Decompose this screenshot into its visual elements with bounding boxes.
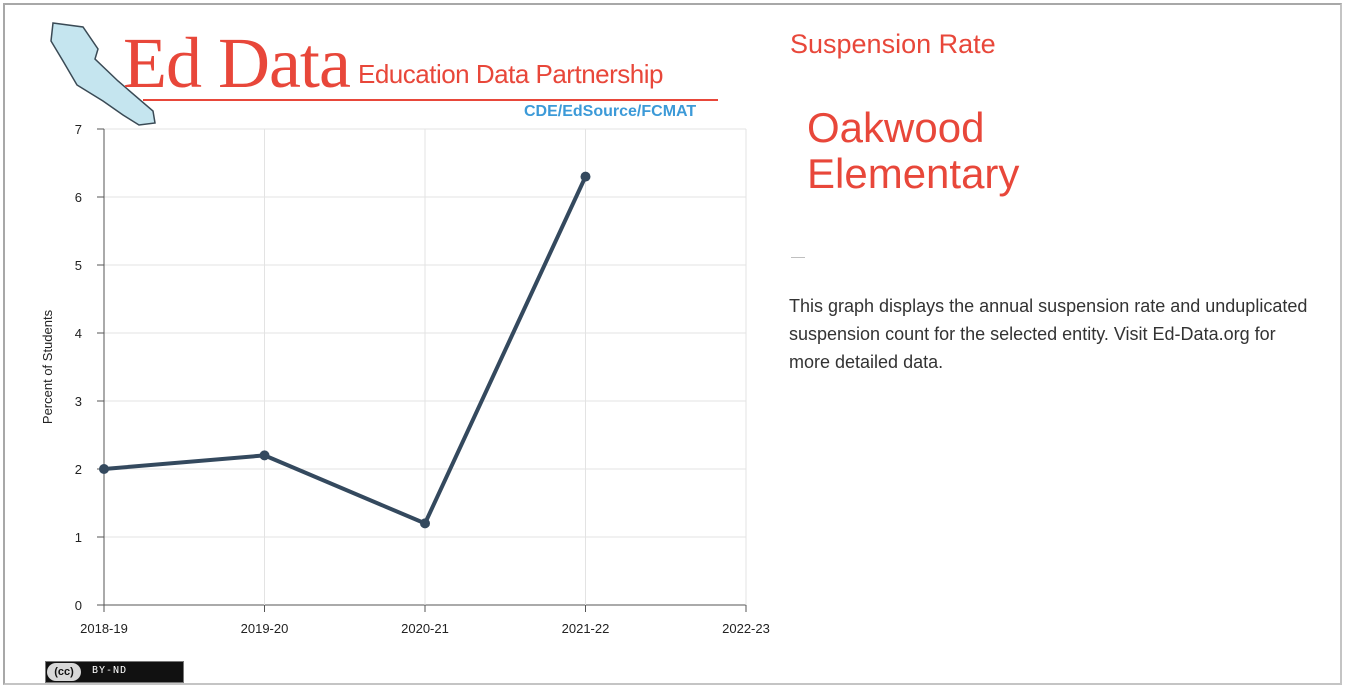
divider: — <box>791 248 805 264</box>
california-map-icon <box>50 22 156 126</box>
logo-underline <box>143 99 718 101</box>
series-line <box>102 174 588 526</box>
logo-subtitle: Education Data Partnership <box>358 59 663 89</box>
y-tick-label: 5 <box>75 258 82 273</box>
logo-partners: CDE/EdSource/FCMAT <box>524 103 697 120</box>
cc-license-badge[interactable]: (cc) BY-ND <box>45 661 184 683</box>
data-point <box>580 171 591 182</box>
y-tick-label: 2 <box>75 462 82 477</box>
y-tick-label: 0 <box>75 598 82 613</box>
widget-frame: 0 1 2 3 4 5 6 7 2018-19 2019-20 2020-21 2021-22 2022… <box>3 3 1342 685</box>
y-tick-label: 1 <box>75 530 82 545</box>
data-point <box>420 518 430 529</box>
x-tick-label: 2018-19 <box>80 621 128 636</box>
x-tick-label: 2022-23 <box>722 621 770 636</box>
y-axis-title: Percent of Students <box>40 309 55 424</box>
chart-description: This graph displays the annual suspensio… <box>789 296 1308 372</box>
license-text: BY-ND <box>92 665 128 676</box>
data-point <box>99 464 109 474</box>
y-tick-label: 6 <box>75 190 82 205</box>
x-tick-label: 2019-20 <box>241 621 289 636</box>
ed-data-logo[interactable]: Ed Data Education Data Partnership CDE/E… <box>43 19 723 129</box>
logo-wordmark: Ed Data <box>123 23 351 103</box>
cc-icon: (cc) <box>47 663 81 681</box>
x-tick-label: 2021-22 <box>562 621 610 636</box>
x-tick-label: 2020-21 <box>401 621 449 636</box>
suspension-line-chart: 0 1 2 3 4 5 6 7 2018-19 2019-20 2020-21 2021-22 2022… <box>40 122 770 636</box>
data-point <box>259 450 270 461</box>
y-tick-label: 7 <box>75 122 82 137</box>
panel-title: Suspension Rate <box>790 29 996 59</box>
y-tick-label: 4 <box>75 326 82 341</box>
school-name: Oakwood Elementary <box>807 104 1020 197</box>
y-tick-label: 3 <box>75 394 82 409</box>
